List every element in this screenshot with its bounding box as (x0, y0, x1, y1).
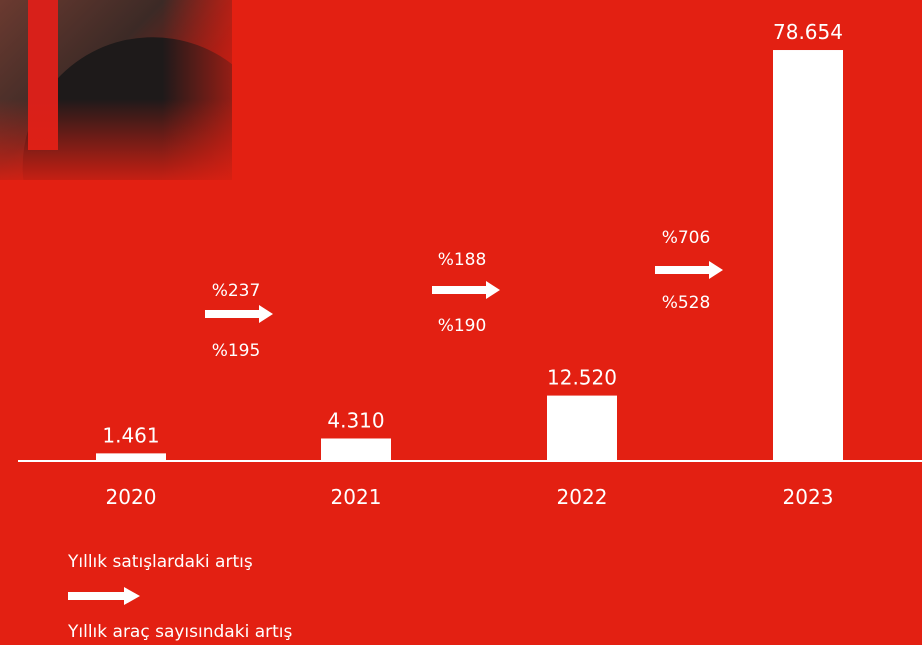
sales-increase-2023: %706 (662, 228, 711, 248)
growth-arrow-icon-2021 (205, 305, 273, 323)
sales-increase-2021: %237 (212, 281, 261, 301)
data-label-2023: 78.654 (773, 20, 843, 44)
growth-arrow-icon-2022 (432, 281, 500, 299)
data-label-2021: 4.310 (327, 408, 384, 432)
x-tick-label-2021: 2021 (331, 485, 382, 509)
data-label-2022: 12.520 (547, 366, 617, 390)
x-tick-label-2020: 2020 (106, 485, 157, 509)
x-tick-label-2023: 2023 (783, 485, 834, 509)
sales-increase-2022: %188 (438, 250, 487, 270)
vehicle-increase-2022: %190 (438, 316, 487, 336)
photo-fade (0, 0, 232, 180)
x-tick-label-2022: 2022 (557, 485, 608, 509)
bar-2022 (547, 395, 617, 461)
bar-2021 (321, 438, 391, 461)
growth-arrow-icon-2023 (655, 261, 723, 279)
vehicle-increase-2021: %195 (212, 341, 261, 361)
legend-sales-label: Yıllık satışlardaki artış (68, 552, 253, 572)
legend-vehicles-label: Yıllık araç sayısındaki artış (68, 622, 293, 642)
data-label-2020: 1.461 (102, 423, 159, 447)
bar-2023 (773, 50, 843, 462)
legend-arrow-icon (68, 587, 140, 605)
vehicle-increase-2023: %528 (662, 293, 711, 313)
ev-charging-photo (0, 0, 232, 180)
bar-2020 (96, 453, 166, 461)
